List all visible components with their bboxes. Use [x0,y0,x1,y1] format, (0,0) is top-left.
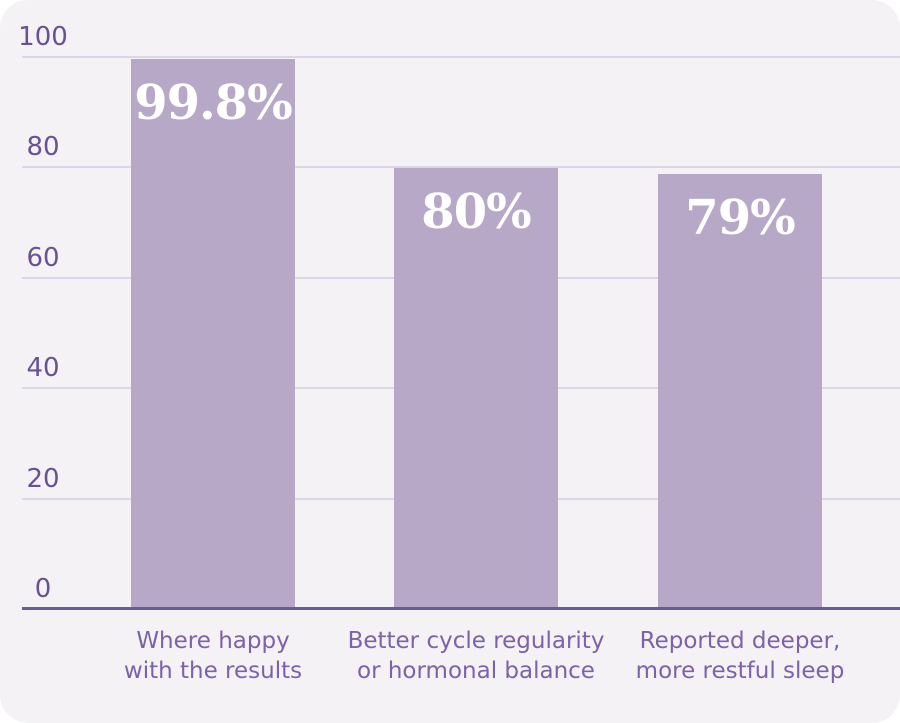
bar-value-label: 99.8% [134,75,293,132]
category-label-line: Reported deeper, [639,628,841,654]
category-label-line: more restful sleep [635,658,845,684]
bar-2: 80% [394,168,558,610]
y-tick-label-60: 60 [26,242,60,273]
gridline-100 [22,56,900,58]
category-label-line: or hormonal balance [357,658,595,684]
category-label: Where happy with the results [53,626,373,686]
category-label: Better cycle regularity or hormonal balan… [316,626,636,686]
y-tick-label-80: 80 [26,132,60,163]
gridline-80 [22,166,900,169]
y-tick-label-40: 40 [26,353,60,384]
y-tick-label-20: 20 [26,463,60,494]
bar-value-label: 80% [421,184,531,241]
y-tick-label-0: 0 [34,574,52,604]
bar-1: 99.8% [131,59,295,610]
category-label-line: Where happy [136,628,290,654]
x-axis-line [22,607,900,610]
bar-value-label: 79% [685,189,795,246]
category-label-line: with the results [123,658,303,684]
category-label: Reported deeper, more restful sleep [580,626,900,686]
category-label-line: Better cycle regularity [347,628,605,654]
bar-3: 79% [658,173,822,610]
y-tick-label-100: 100 [18,22,68,52]
